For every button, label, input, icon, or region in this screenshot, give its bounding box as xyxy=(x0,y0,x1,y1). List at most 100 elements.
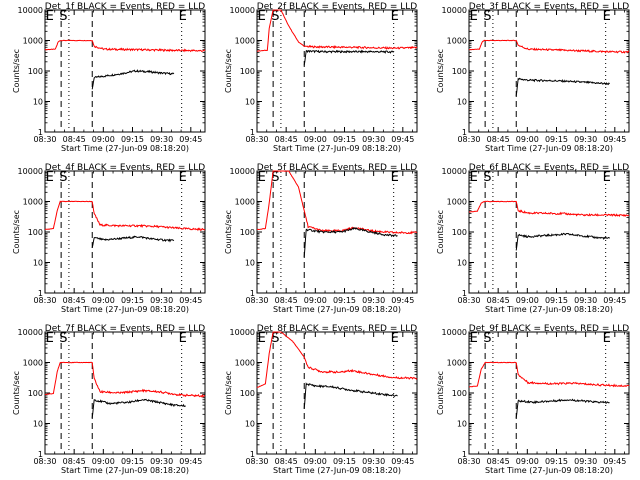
plot-title: Det_6f BLACK = Events, RED = LLD xyxy=(469,163,629,173)
y-tick-label: 100 xyxy=(240,389,255,398)
event-marker-E: E xyxy=(470,170,478,185)
y-tick-label: 10000 xyxy=(442,167,467,176)
event-marker-end: E xyxy=(603,170,611,185)
y-tick-label: 1 xyxy=(38,128,43,137)
event-marker-E: E xyxy=(258,9,266,24)
x-tick-label: 08:30 xyxy=(457,296,480,305)
x-tick-label: 08:45 xyxy=(275,135,298,144)
y-tick-label: 100 xyxy=(452,389,467,398)
y-tick-label: 100 xyxy=(240,228,255,237)
series-line-lld xyxy=(256,331,418,388)
y-tick-label: 10000 xyxy=(18,328,43,337)
event-marker-end: E xyxy=(603,9,611,24)
x-tick-label: 09:00 xyxy=(304,135,327,144)
y-axis-label: Counts/sec xyxy=(12,371,21,415)
series-line-lld xyxy=(44,200,206,232)
event-marker-end: E xyxy=(391,331,399,346)
x-axis-label: Start Time (27-Jun-09 08:18:20) xyxy=(485,144,613,153)
x-tick-label: 08:30 xyxy=(245,457,268,466)
y-tick-label: 1 xyxy=(250,289,255,298)
x-tick-label: 09:00 xyxy=(304,457,327,466)
detector-panel-3: Det_3f BLACK = Events, RED = LLD 1 10 100 10… xyxy=(436,2,630,153)
series-line-events xyxy=(515,77,610,97)
y-tick-label: 100 xyxy=(28,389,43,398)
x-tick-label: 09:45 xyxy=(179,135,202,144)
y-tick-label: 1000 xyxy=(235,198,255,207)
plot-title: Det_4f BLACK = Events, RED = LLD xyxy=(45,163,205,173)
x-tick-label: 09:30 xyxy=(574,296,597,305)
event-marker-end: E xyxy=(391,9,399,24)
x-tick-label: 08:30 xyxy=(33,457,56,466)
y-tick-label: 10 xyxy=(457,98,467,107)
y-tick-label: 1 xyxy=(462,289,467,298)
x-tick-label: 09:30 xyxy=(362,296,385,305)
series-line-events xyxy=(303,49,394,66)
y-tick-label: 10000 xyxy=(442,328,467,337)
y-tick-label: 10000 xyxy=(230,328,255,337)
detector-panel-1: Det_1f BLACK = Events, RED = LLD 1 10 100 10… xyxy=(12,2,206,153)
event-marker-S: S xyxy=(59,331,67,346)
x-tick-label: 09:45 xyxy=(391,296,414,305)
event-marker-S: S xyxy=(59,170,67,185)
plot-title: Det_2f BLACK = Events, RED = LLD xyxy=(257,2,417,12)
x-tick-label: 09:45 xyxy=(603,135,626,144)
series-line-events xyxy=(303,382,398,409)
event-marker-end: E xyxy=(179,170,187,185)
y-tick-label: 1 xyxy=(38,450,43,459)
x-axis-label: Start Time (27-Jun-09 08:18:20) xyxy=(273,144,401,153)
detector-panel-2: Det_2f BLACK = Events, RED = LLD 1 10 100 10… xyxy=(224,2,418,153)
series-line-events xyxy=(515,232,610,251)
y-tick-label: 1 xyxy=(250,450,255,459)
series-line-lld xyxy=(44,361,206,398)
y-axis-label: Counts/sec xyxy=(436,210,445,254)
x-axis-label: Start Time (27-Jun-09 08:18:20) xyxy=(61,144,189,153)
plot-title: Det_3f BLACK = Events, RED = LLD xyxy=(469,2,629,12)
event-marker-E: E xyxy=(46,331,54,346)
y-tick-label: 10 xyxy=(33,259,43,268)
y-tick-label: 10000 xyxy=(18,167,43,176)
event-marker-E: E xyxy=(258,170,266,185)
y-tick-label: 100 xyxy=(28,228,43,237)
x-tick-label: 09:00 xyxy=(516,135,539,144)
y-axis-label: Counts/sec xyxy=(12,49,21,93)
y-tick-label: 1000 xyxy=(23,37,43,46)
x-axis-label: Start Time (27-Jun-09 08:18:20) xyxy=(485,466,613,475)
detector-panel-8: Det_8f BLACK = Events, RED = LLD 1 10 100 10… xyxy=(224,324,418,475)
y-tick-label: 10 xyxy=(33,420,43,429)
x-tick-label: 08:30 xyxy=(245,296,268,305)
y-tick-label: 10 xyxy=(245,98,255,107)
x-tick-label: 08:30 xyxy=(457,457,480,466)
x-tick-label: 09:15 xyxy=(333,135,356,144)
y-tick-label: 1000 xyxy=(23,198,43,207)
x-tick-label: 09:30 xyxy=(150,296,173,305)
series-line-lld xyxy=(468,200,630,218)
x-tick-label: 09:30 xyxy=(150,135,173,144)
x-tick-label: 08:30 xyxy=(33,135,56,144)
y-tick-label: 10000 xyxy=(230,6,255,15)
event-marker-S: S xyxy=(483,170,491,185)
plot-title: Det_7f BLACK = Events, RED = LLD xyxy=(45,324,205,334)
y-tick-label: 10 xyxy=(33,98,43,107)
y-tick-label: 10000 xyxy=(442,6,467,15)
event-marker-end: E xyxy=(179,9,187,24)
y-axis-label: Counts/sec xyxy=(224,371,233,415)
y-tick-label: 1000 xyxy=(235,37,255,46)
x-tick-label: 08:45 xyxy=(487,135,510,144)
event-marker-end: E xyxy=(179,331,187,346)
y-tick-label: 10 xyxy=(245,420,255,429)
x-tick-label: 08:30 xyxy=(245,135,268,144)
series-line-events xyxy=(91,235,175,248)
plot-title: Det_5f BLACK = Events, RED = LLD xyxy=(257,163,417,173)
y-tick-label: 10 xyxy=(457,259,467,268)
series-line-events xyxy=(91,398,186,419)
plot-title: Det_9f BLACK = Events, RED = LLD xyxy=(469,324,629,334)
event-marker-E: E xyxy=(470,9,478,24)
event-marker-E: E xyxy=(470,331,478,346)
x-tick-label: 09:15 xyxy=(333,457,356,466)
event-marker-S: S xyxy=(59,9,67,24)
x-tick-label: 09:15 xyxy=(545,457,568,466)
x-axis-label: Start Time (27-Jun-09 08:18:20) xyxy=(485,305,613,314)
series-line-events xyxy=(303,227,398,258)
y-tick-label: 100 xyxy=(28,67,43,76)
